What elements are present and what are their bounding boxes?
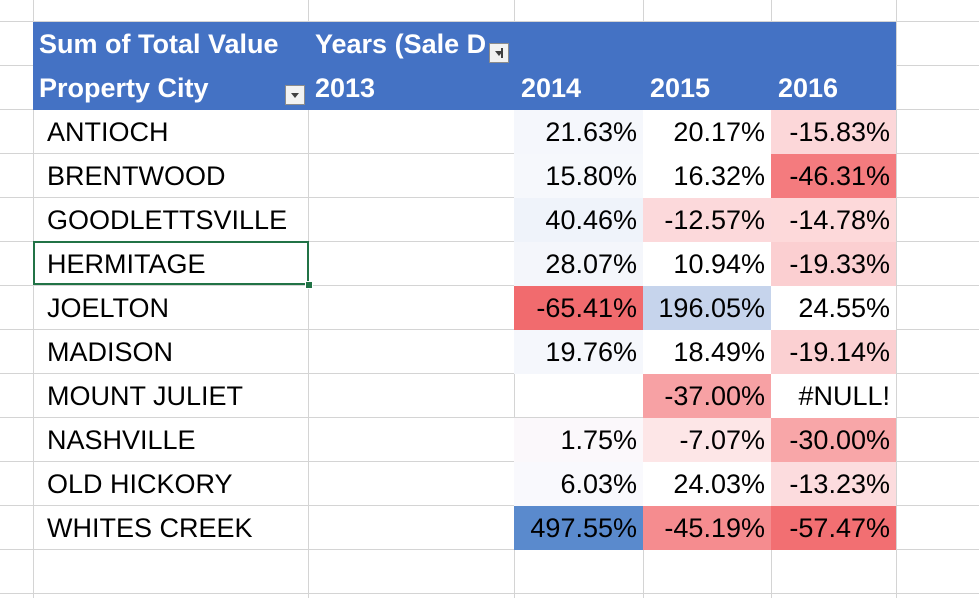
- value-cell[interactable]: -15.83%: [771, 110, 896, 154]
- year-header-2013: 2013: [315, 73, 376, 103]
- filter-funnel-icon[interactable]: [489, 43, 509, 63]
- value-cell[interactable]: [514, 374, 643, 418]
- value-cell[interactable]: 20.17%: [643, 110, 771, 154]
- value-cell[interactable]: [308, 330, 514, 374]
- city-cell[interactable]: OLD HICKORY: [47, 469, 233, 499]
- value-cell[interactable]: 24.03%: [643, 462, 771, 506]
- value-cell[interactable]: -65.41%: [514, 286, 643, 330]
- value-cell[interactable]: [308, 286, 514, 330]
- value-cell[interactable]: 40.46%: [514, 198, 643, 242]
- gridline: [0, 285, 979, 286]
- year-header-2015: 2015: [650, 73, 711, 103]
- fill-handle[interactable]: [305, 281, 313, 289]
- value-cell[interactable]: [308, 418, 514, 462]
- gridline: [0, 21, 979, 22]
- value-cell[interactable]: -13.23%: [771, 462, 896, 506]
- gridline: [0, 329, 979, 330]
- gridline: [896, 0, 897, 598]
- value-cell[interactable]: -30.00%: [771, 418, 896, 462]
- value-cell[interactable]: 196.05%: [643, 286, 771, 330]
- gridline: [0, 417, 979, 418]
- city-cell[interactable]: MOUNT JULIET: [47, 381, 244, 411]
- value-cell[interactable]: 24.55%: [771, 286, 896, 330]
- value-cell[interactable]: #NULL!: [771, 374, 896, 418]
- value-cell[interactable]: [308, 198, 514, 242]
- value-cell[interactable]: 497.55%: [514, 506, 643, 550]
- value-cell[interactable]: -19.14%: [771, 330, 896, 374]
- gridline: [0, 593, 979, 594]
- gridline: [308, 0, 309, 598]
- value-cell[interactable]: 19.76%: [514, 330, 643, 374]
- city-cell[interactable]: MADISON: [47, 337, 174, 367]
- selected-cell-outline: [33, 241, 309, 285]
- dropdown-arrow-icon[interactable]: [285, 85, 305, 105]
- value-cell[interactable]: -57.47%: [771, 506, 896, 550]
- city-cell[interactable]: GOODLETTSVILLE: [47, 205, 288, 235]
- year-header-2016: 2016: [778, 73, 839, 103]
- city-cell[interactable]: HERMITAGE: [47, 249, 206, 279]
- value-cell[interactable]: -45.19%: [643, 506, 771, 550]
- gridline: [0, 373, 979, 374]
- value-cell[interactable]: 18.49%: [643, 330, 771, 374]
- gridline: [0, 505, 979, 506]
- rows-field-label[interactable]: Property City: [39, 73, 209, 103]
- values-field-label[interactable]: Sum of Total Value: [39, 29, 279, 59]
- pivot-header-band: [33, 22, 896, 110]
- value-cell[interactable]: 6.03%: [514, 462, 643, 506]
- value-cell[interactable]: [308, 154, 514, 198]
- value-cell[interactable]: -19.33%: [771, 242, 896, 286]
- city-cell[interactable]: WHITES CREEK: [47, 513, 253, 543]
- city-cell[interactable]: NASHVILLE: [47, 425, 196, 455]
- city-cell[interactable]: JOELTON: [47, 293, 170, 323]
- value-cell[interactable]: -7.07%: [643, 418, 771, 462]
- gridline: [0, 461, 979, 462]
- value-cell[interactable]: -46.31%: [771, 154, 896, 198]
- value-cell[interactable]: -37.00%: [643, 374, 771, 418]
- city-cell[interactable]: BRENTWOOD: [47, 161, 226, 191]
- value-cell[interactable]: [308, 374, 514, 418]
- city-cell[interactable]: ANTIOCH: [47, 117, 169, 147]
- value-cell[interactable]: 21.63%: [514, 110, 643, 154]
- gridline: [33, 0, 34, 598]
- year-header-2014: 2014: [521, 73, 582, 103]
- value-cell[interactable]: 1.75%: [514, 418, 643, 462]
- value-cell[interactable]: -12.57%: [643, 198, 771, 242]
- value-cell[interactable]: 16.32%: [643, 154, 771, 198]
- gridline: [0, 153, 979, 154]
- value-cell[interactable]: [308, 462, 514, 506]
- gridline: [0, 549, 979, 550]
- columns-field-label[interactable]: Years (Sale D: [315, 29, 487, 59]
- value-cell[interactable]: [308, 242, 514, 286]
- value-cell[interactable]: -14.78%: [771, 198, 896, 242]
- value-cell[interactable]: [308, 506, 514, 550]
- value-cell[interactable]: 10.94%: [643, 242, 771, 286]
- gridline: [0, 197, 979, 198]
- gridline: [0, 241, 979, 242]
- value-cell[interactable]: 15.80%: [514, 154, 643, 198]
- value-cell[interactable]: 28.07%: [514, 242, 643, 286]
- value-cell[interactable]: [308, 110, 514, 154]
